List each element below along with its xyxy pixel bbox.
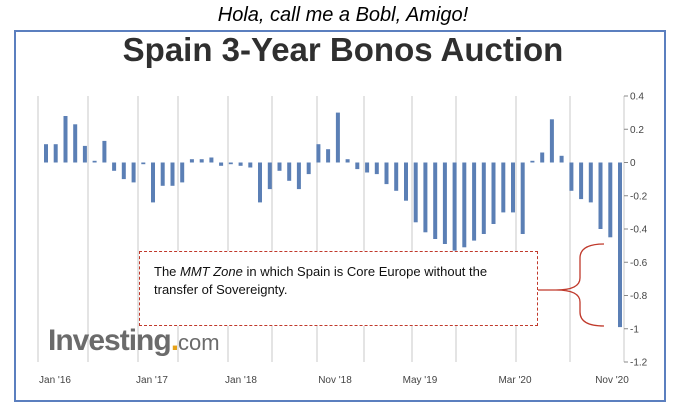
bar [287,162,292,181]
chart-title: Spain 3-Year Bonos Auction [122,31,564,68]
bar [384,162,389,185]
bar [452,162,457,251]
bar [481,162,486,234]
bar [394,162,399,191]
bar [608,162,613,238]
bar [598,162,603,229]
bar [472,162,477,241]
chart-frame [14,30,666,402]
bar [462,162,467,248]
bar [267,162,272,190]
bar [63,116,68,163]
y-tick-label: 0.2 [630,125,644,136]
bar [248,162,253,168]
investing-logo: Investing.com [48,324,220,357]
annotation-box [139,251,538,326]
bar [433,162,438,239]
bar [151,162,155,203]
x-tick-label: Jan '16 [39,375,71,386]
bar [92,160,97,163]
y-tick-label: -0.6 [630,258,648,269]
bar [121,162,126,180]
bar [219,162,224,166]
bar [180,162,185,183]
x-tick-label: Nov '18 [318,375,352,386]
bar [44,144,48,163]
bar [102,140,107,163]
bar [423,162,428,233]
bar [520,162,525,234]
bar [549,119,554,163]
bar [413,162,418,223]
bar [82,145,87,163]
bar [365,162,370,173]
bar [374,162,379,175]
bars [44,112,622,328]
bar [199,159,204,163]
x-tick-label: May '19 [403,375,438,386]
brace [538,243,605,327]
bar [258,162,262,203]
bar [326,149,331,163]
bar [209,157,214,163]
bar [53,144,58,163]
y-tick-label: 0.4 [630,92,644,103]
bar [306,162,311,175]
brace-line [555,243,605,327]
bar [228,162,233,165]
bar [540,152,545,163]
y-tick-label: -1.2 [630,358,648,369]
x-tick-label: Mar '20 [498,375,531,386]
bar [345,159,350,163]
x-axis-ticks: Jan '16 Jan '17 Jan '18 Nov '18 May '19 Mar '… [39,375,629,386]
bar [131,162,136,183]
bar [73,124,78,163]
bar [491,162,496,224]
bar [112,162,117,171]
y-tick-label: 0 [630,158,636,169]
bar [238,162,243,166]
bar [579,162,584,200]
x-tick-label: Jan '17 [136,375,168,386]
bar [511,162,515,213]
y-tick-label: -1 [630,324,639,335]
annotation-text: The MMT Zone in which Spain is Core Euro… [154,264,488,297]
bar [618,162,622,328]
y-tick-label: -0.4 [630,225,648,236]
bar [501,162,506,213]
y-axis-ticks: 0.4 0.2 0 -0.2 -0.4 -0.6 -0.8 -1 -1.2 [624,92,648,369]
bar [141,162,146,165]
bar [588,162,593,203]
bar [355,162,360,170]
bar [335,112,340,163]
bar [559,155,564,163]
y-tick-label: -0.8 [630,291,648,302]
bar [277,162,282,171]
x-tick-label: Jan '18 [225,375,257,386]
bar [189,159,194,163]
caption: Hola, call me a Bobl, Amigo! [217,4,469,26]
bar [530,160,535,163]
bar [296,162,301,190]
bar [404,162,408,201]
bar [442,162,447,244]
bar [316,144,321,163]
bar [569,162,574,191]
x-tick-label: Nov '20 [595,375,629,386]
bar [170,162,175,186]
bar [160,162,165,186]
y-tick-label: -0.2 [630,191,648,202]
